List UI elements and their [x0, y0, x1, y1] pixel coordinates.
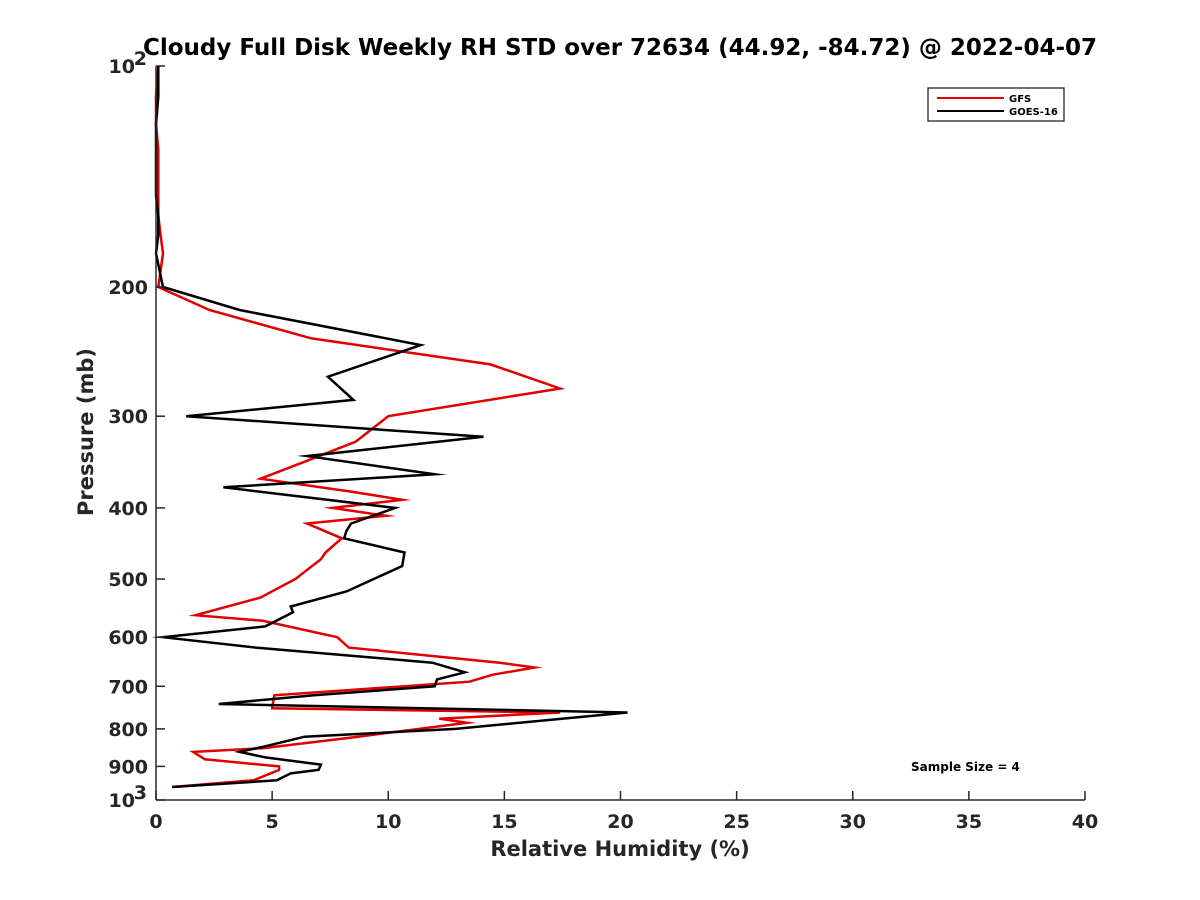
legend: GFS GOES-16	[927, 87, 1065, 122]
y-tick-label: 800	[108, 719, 148, 741]
x-tick-label: 0	[149, 811, 162, 833]
y-axis-label: Pressure (mb)	[74, 348, 98, 516]
sample-size-annotation: Sample Size = 4	[911, 760, 1020, 774]
y-tick-exponent: 3	[134, 782, 147, 804]
series-line-gfs	[154, 65, 566, 789]
axes-layer	[155, 66, 1085, 801]
y-tick-label: 500	[108, 569, 148, 591]
y-tick-label: 300	[108, 406, 148, 428]
x-tick-label: 30	[840, 811, 866, 833]
x-axis-label: Relative Humidity (%)	[490, 837, 749, 861]
y-tick-label: 10	[109, 790, 135, 812]
y-tick-label: 200	[108, 277, 148, 299]
y-tick-label: 700	[108, 676, 148, 698]
y-tick-exponent: 2	[134, 48, 147, 70]
x-tick-label: 35	[956, 811, 982, 833]
x-tick-label: 10	[375, 811, 401, 833]
x-tick-label: 15	[491, 811, 517, 833]
x-tick-label: 20	[607, 811, 633, 833]
x-axis-ticks: 0 5 10 15 20 25 30 35 40	[149, 791, 1098, 833]
series-layer	[151, 65, 628, 789]
x-tick-label: 25	[723, 811, 749, 833]
chart-title: Cloudy Full Disk Weekly RH STD over 7263…	[143, 35, 1097, 61]
y-tick-label: 10	[109, 56, 135, 78]
y-tick-label: 600	[108, 627, 148, 649]
legend-box	[927, 87, 1065, 122]
legend-label-gfs: GFS	[1009, 94, 1031, 105]
y-tick-label: 400	[108, 498, 148, 520]
legend-label-goes16: GOES-16	[1009, 107, 1058, 118]
x-tick-label: 5	[266, 811, 279, 833]
x-tick-label: 40	[1072, 811, 1098, 833]
y-tick-label: 900	[108, 756, 148, 778]
series-line-goes16	[151, 66, 628, 789]
